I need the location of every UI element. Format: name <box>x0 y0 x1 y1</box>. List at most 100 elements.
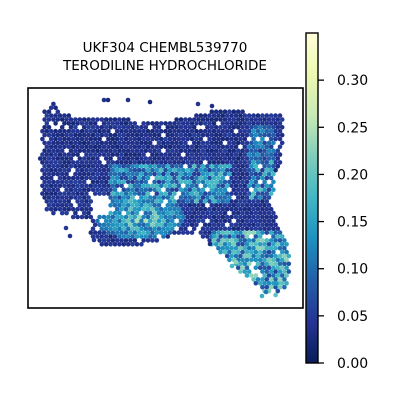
tissue-spot <box>132 199 138 204</box>
tissue-spot <box>211 121 217 126</box>
tissue-spot <box>154 121 160 126</box>
tissue-spot <box>143 125 149 130</box>
tissue-spot <box>161 140 166 146</box>
tissue-spot <box>273 128 278 134</box>
tissue-spot <box>48 199 54 204</box>
tissue-spot <box>161 210 166 216</box>
tissue-spot <box>119 199 124 204</box>
tissue-spot <box>42 187 47 192</box>
tissue-spot <box>264 230 270 235</box>
tissue-spot <box>139 179 144 185</box>
tissue-spot <box>119 136 124 142</box>
tissue-spot <box>222 210 228 216</box>
tissue-spot <box>167 167 173 173</box>
tissue-spot <box>180 175 186 181</box>
tissue-spot <box>246 191 252 196</box>
tissue-spot <box>255 167 261 173</box>
tissue-spot <box>90 226 96 231</box>
tissue-spot <box>165 140 171 146</box>
tissue-spot <box>92 222 98 228</box>
tissue-spot <box>235 203 241 208</box>
tissue-spot <box>68 132 74 138</box>
tissue-spot <box>73 164 78 169</box>
tissue-spot <box>92 167 98 173</box>
tissue-spot <box>249 148 254 153</box>
tissue-spot <box>40 128 45 134</box>
tissue-spot <box>266 195 272 200</box>
tissue-spot <box>172 191 177 196</box>
tissue-spot <box>134 171 140 177</box>
tissue-spot <box>114 191 120 196</box>
tissue-spot <box>134 156 140 161</box>
tissue-spot <box>268 253 274 259</box>
tissue-spot <box>205 117 210 122</box>
tissue-spot <box>202 199 208 204</box>
tissue-spot <box>257 242 263 247</box>
tissue-spot <box>42 148 47 153</box>
tissue-spot <box>73 187 78 192</box>
tissue-spot <box>128 191 133 196</box>
tissue-spot <box>273 253 278 259</box>
tissue-spot <box>59 210 65 216</box>
tissue-spot <box>222 187 228 192</box>
tissue-spot <box>75 175 80 181</box>
tissue-spot <box>240 249 245 255</box>
tissue-spot <box>187 179 193 185</box>
tissue-spot <box>191 140 197 146</box>
tissue-spot <box>253 249 259 255</box>
tissue-spot <box>207 241 213 247</box>
tissue-spot <box>244 148 250 153</box>
tissue-spot <box>189 222 195 228</box>
tissue-spot <box>227 132 232 138</box>
tissue-spot <box>266 164 272 169</box>
tissue-spot <box>84 152 89 157</box>
tissue-spot <box>57 199 63 204</box>
tissue-spot <box>55 195 61 200</box>
tissue-spot <box>238 183 243 189</box>
tissue-spot <box>123 175 129 181</box>
tissue-spot <box>268 121 274 126</box>
tissue-spot <box>205 125 210 130</box>
tissue-spot <box>183 179 188 185</box>
tissue-spot <box>218 203 223 208</box>
tissue-spot <box>70 183 76 189</box>
tissue-spot <box>105 97 111 103</box>
tissue-spot <box>132 214 138 220</box>
tissue-spot <box>106 128 111 134</box>
tissue-spot <box>233 206 239 212</box>
tissue-spot <box>84 175 89 181</box>
tissue-spot <box>42 156 47 161</box>
tissue-spot <box>141 152 146 157</box>
tissue-spot <box>180 230 186 235</box>
tissue-spot <box>238 191 243 196</box>
tissue-spot <box>282 253 287 259</box>
tissue-spot <box>114 214 120 220</box>
tissue-spot <box>48 152 54 157</box>
tissue-spot <box>103 140 109 146</box>
tissue-spot <box>141 160 146 165</box>
tissue-spot <box>150 199 155 204</box>
tissue-spot <box>119 230 124 235</box>
tissue-spot <box>255 261 261 267</box>
tissue-spot <box>123 136 129 142</box>
tissue-spot <box>253 218 259 224</box>
tissue-spot <box>79 160 85 165</box>
tissue-spot <box>108 218 113 224</box>
tissue-spot <box>185 214 190 220</box>
tissue-spot <box>174 203 179 208</box>
tissue-spot <box>216 167 221 173</box>
colorbar-ticks: 0.000.050.100.150.200.250.30 <box>318 73 368 372</box>
tissue-spot <box>66 113 72 118</box>
tissue-spot <box>207 238 212 243</box>
tissue-spot <box>128 222 133 228</box>
tissue-spot <box>81 148 87 153</box>
tissue-spot <box>92 230 98 235</box>
tissue-spot <box>150 214 155 220</box>
tissue-spot <box>91 237 97 243</box>
tissue-spot <box>231 210 237 216</box>
tissue-spot <box>117 234 122 239</box>
tissue-spot <box>125 132 131 138</box>
tissue-spot <box>66 175 72 181</box>
tissue-spot <box>284 281 289 286</box>
tissue-spot <box>229 144 234 150</box>
